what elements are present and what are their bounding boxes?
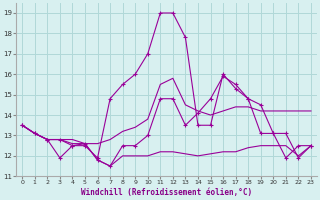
X-axis label: Windchill (Refroidissement éolien,°C): Windchill (Refroidissement éolien,°C) <box>81 188 252 197</box>
